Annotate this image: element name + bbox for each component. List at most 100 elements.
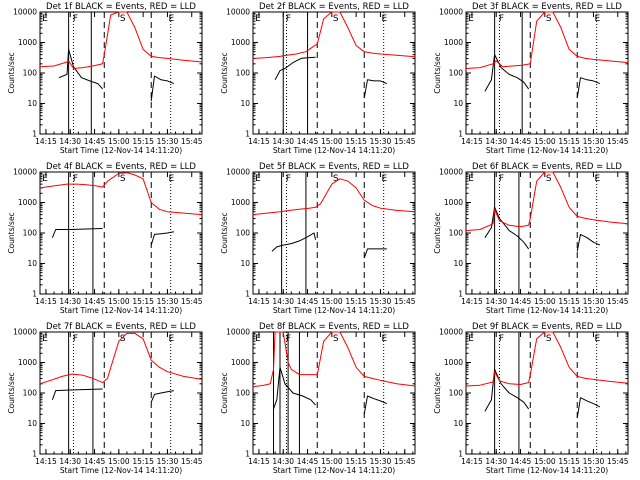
x-tick-label: 14:45 <box>510 457 532 466</box>
x-tick-label: 14:15 <box>35 297 57 306</box>
x-tick-label: 14:30 <box>485 457 507 466</box>
plot-title: Det 1f BLACK = Events, RED = LLD <box>46 2 196 12</box>
y-axis-label: Counts/sec <box>7 372 16 413</box>
y-tick-label: 1 <box>32 130 37 139</box>
x-tick-label: 15:45 <box>394 457 416 466</box>
detector-plot: Det 2f BLACK = Events, RED = LLD Start Ti… <box>220 2 416 155</box>
flag-letter: E <box>168 174 174 184</box>
flag-letter: S <box>333 334 339 344</box>
plot-frame <box>252 171 416 295</box>
plot-title: Det 3f BLACK = Events, RED = LLD <box>472 2 622 12</box>
x-tick-label: 15:15 <box>132 137 154 146</box>
x-tick-label: 15:15 <box>558 297 580 306</box>
lld-series-line <box>39 332 203 385</box>
y-axis-label: Counts/sec <box>220 52 229 93</box>
x-tick-label: 15:00 <box>321 297 343 306</box>
plot-frame <box>39 331 203 455</box>
x-tick-label: 15:30 <box>157 297 179 306</box>
x-tick-label: 15:45 <box>181 297 203 306</box>
events-series-line <box>576 397 601 419</box>
plot-title: Det 2f BLACK = Events, RED = LLD <box>259 2 409 12</box>
y-tick-label: 10 <box>453 419 463 428</box>
detector-plot: Det 7f BLACK = Events, RED = LLD Start Ti… <box>7 322 203 475</box>
x-tick-label: 14:30 <box>59 137 81 146</box>
detector-plot: Det 5f BLACK = Events, RED = LLD Start Ti… <box>220 162 416 315</box>
x-tick-label: 15:00 <box>108 457 130 466</box>
flag-letter: E <box>381 334 387 344</box>
flag-letter: E <box>468 174 474 184</box>
lld-series-line <box>252 178 416 216</box>
flag-letter: E <box>468 334 474 344</box>
y-tick-label: 1000 <box>231 198 250 207</box>
events-series-line <box>51 228 103 238</box>
y-tick-label: 1 <box>458 450 463 459</box>
events-series-line <box>576 77 601 99</box>
y-axis-label: Counts/sec <box>220 212 229 253</box>
x-axis-label: Start Time (12-Nov-14 14:11:20) <box>60 146 182 155</box>
x-tick-label: 14:15 <box>35 457 57 466</box>
y-axis-label: Counts/sec <box>433 212 442 253</box>
lld-series-line <box>252 331 416 388</box>
x-tick-label: 15:30 <box>370 297 392 306</box>
events-series-line <box>274 56 316 81</box>
x-axis-label: Start Time (12-Nov-14 14:11:20) <box>273 146 395 155</box>
x-tick-label: 14:45 <box>510 297 532 306</box>
flag-letter: E <box>594 334 600 344</box>
events-series-line <box>363 248 387 259</box>
flag-letter: S <box>333 174 339 184</box>
y-axis-label: Counts/sec <box>220 372 229 413</box>
x-tick-label: 15:15 <box>558 137 580 146</box>
x-tick-label: 14:15 <box>35 137 57 146</box>
x-tick-label: 14:45 <box>84 297 106 306</box>
flag-letter: S <box>546 14 552 24</box>
y-tick-label: 10 <box>240 99 250 108</box>
y-tick-label: 10000 <box>13 8 37 17</box>
plot-title: Det 8f BLACK = Events, RED = LLD <box>259 322 409 332</box>
x-tick-label: 15:30 <box>370 137 392 146</box>
events-series-line <box>363 79 388 99</box>
x-tick-label: 14:45 <box>510 137 532 146</box>
flag-letter: F <box>499 334 504 344</box>
x-tick-label: 14:15 <box>461 297 483 306</box>
plot-title: Det 6f BLACK = Events, RED = LLD <box>472 162 622 172</box>
flag-letter: E <box>381 174 387 184</box>
lld-series-line <box>465 171 629 232</box>
y-axis-label: Counts/sec <box>7 212 16 253</box>
x-tick-label: 14:30 <box>485 137 507 146</box>
events-series-line <box>150 390 174 403</box>
x-tick-label: 15:00 <box>534 137 556 146</box>
y-tick-label: 10000 <box>13 168 37 177</box>
y-tick-label: 1 <box>245 290 250 299</box>
x-tick-label: 15:30 <box>157 137 179 146</box>
x-tick-label: 15:45 <box>607 137 629 146</box>
lld-series-line <box>252 11 416 59</box>
lld-series-line <box>39 172 203 216</box>
flag-letter: E <box>42 174 48 184</box>
x-tick-label: 15:00 <box>321 457 343 466</box>
flag-letter: E <box>594 14 600 24</box>
x-axis-label: Start Time (12-Nov-14 14:11:20) <box>486 146 608 155</box>
y-tick-label: 10000 <box>226 168 250 177</box>
flag-letter: S <box>120 334 126 344</box>
y-axis-label: Counts/sec <box>433 52 442 93</box>
events-series-line <box>484 206 530 250</box>
y-tick-label: 100 <box>449 69 464 78</box>
x-tick-label: 15:30 <box>583 457 605 466</box>
lld-series-line <box>465 331 629 387</box>
x-tick-label: 14:15 <box>461 457 483 466</box>
plot-title: Det 7f BLACK = Events, RED = LLD <box>46 322 196 332</box>
x-axis-label: Start Time (12-Nov-14 14:11:20) <box>486 466 608 475</box>
x-tick-label: 14:30 <box>485 297 507 306</box>
x-tick-label: 15:15 <box>345 137 367 146</box>
y-tick-label: 1000 <box>231 358 250 367</box>
y-tick-label: 100 <box>449 389 464 398</box>
x-tick-label: 14:15 <box>248 297 270 306</box>
flag-letter: F <box>286 334 291 344</box>
x-tick-label: 15:00 <box>108 137 130 146</box>
lld-series-line <box>465 11 629 69</box>
flag-letter: E <box>468 14 474 24</box>
detector-plot: Det 8f BLACK = Events, RED = LLD Start Ti… <box>220 322 416 475</box>
flag-letter: E <box>42 14 48 24</box>
plot-frame <box>39 171 203 295</box>
